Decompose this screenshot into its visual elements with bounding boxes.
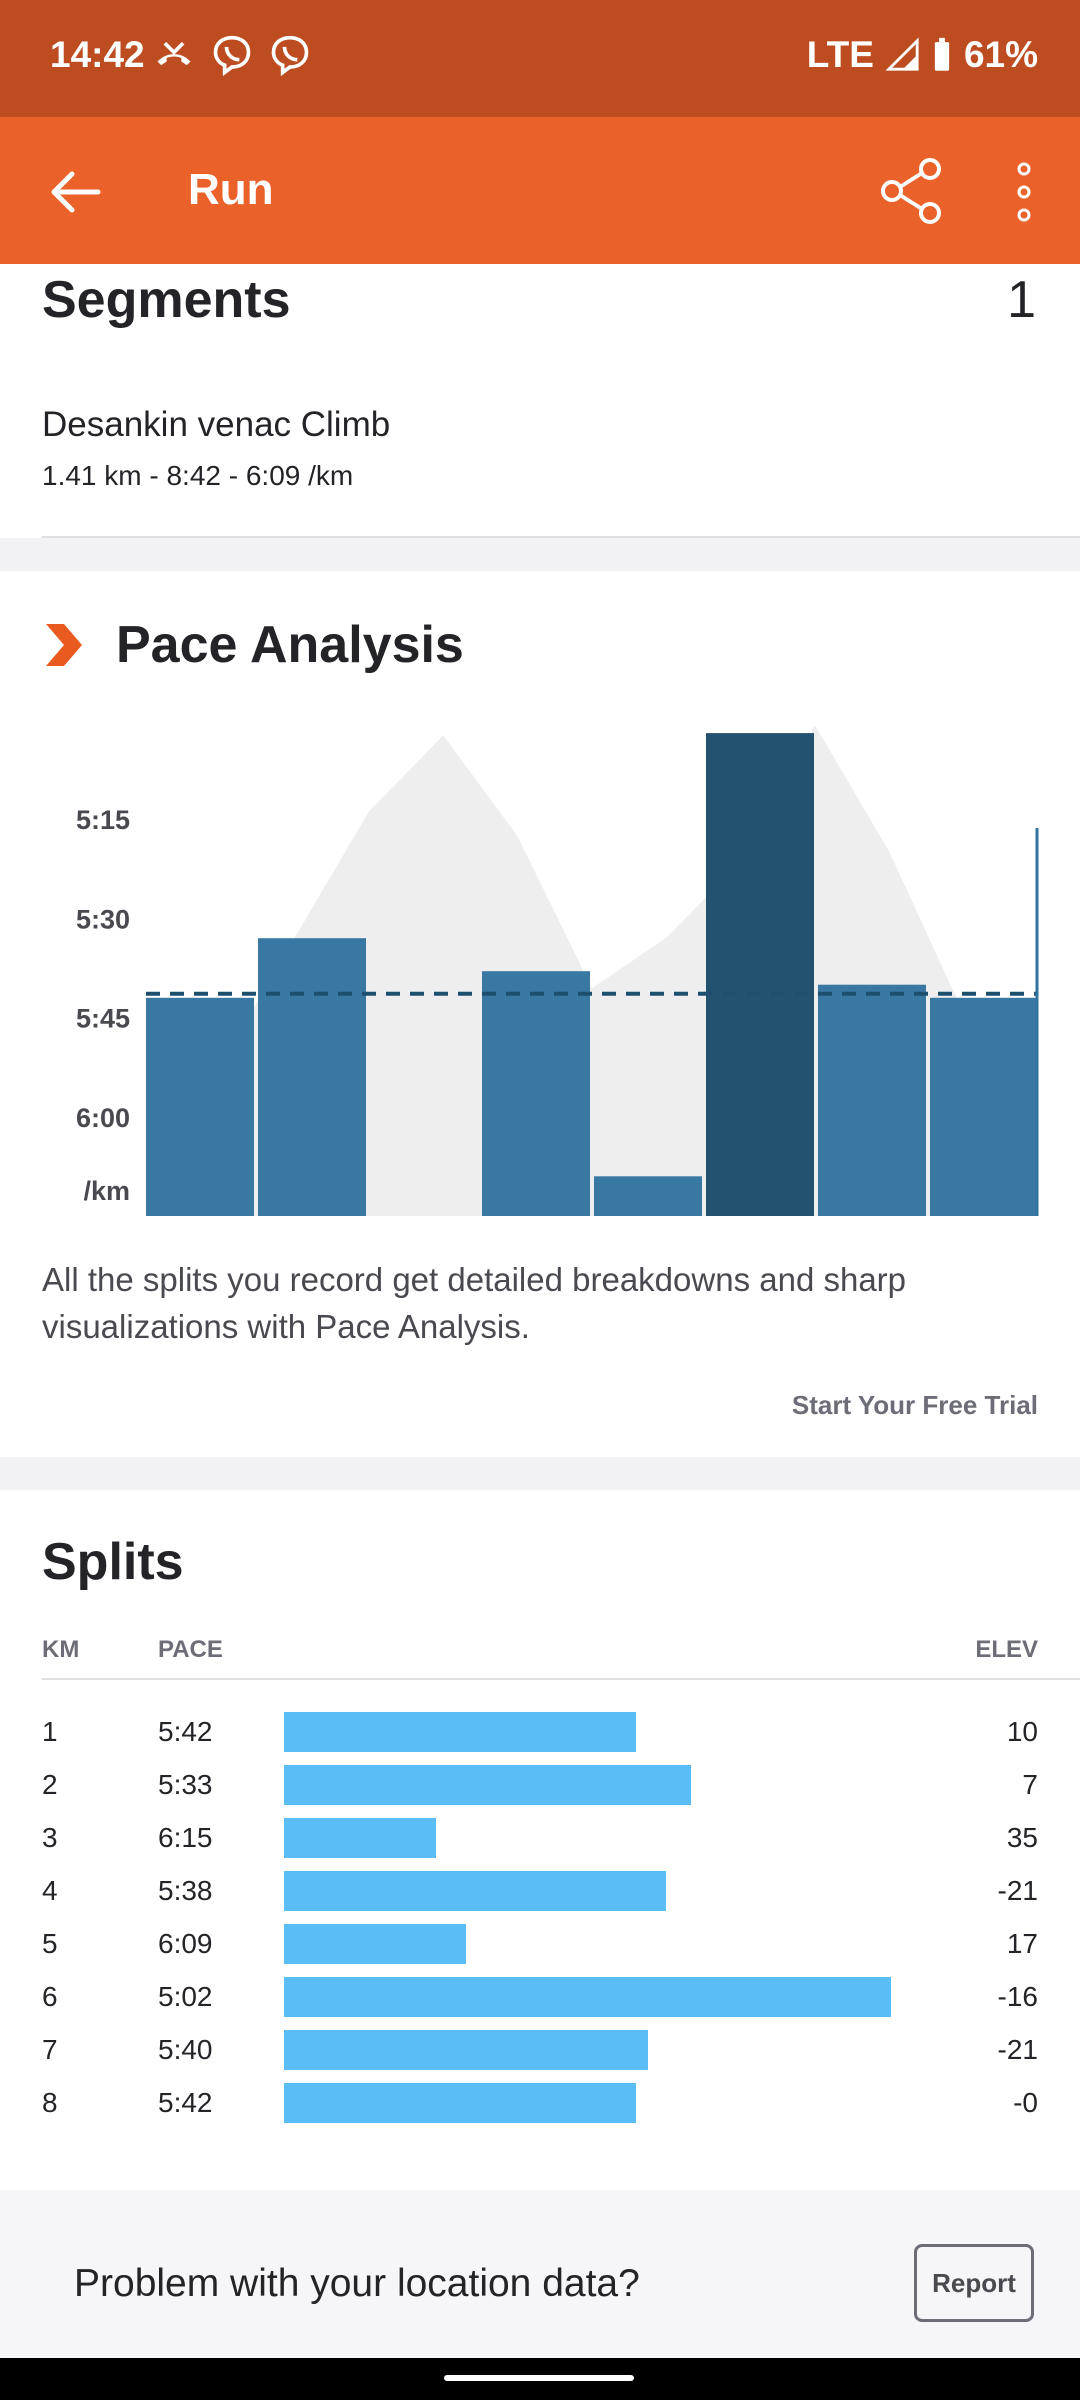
summit-chevron-icon [46, 624, 82, 666]
pace-bar [482, 971, 590, 1216]
split-pace: 5:38 [158, 1875, 213, 1906]
pace-bar [594, 1176, 702, 1216]
split-km: 7 [42, 2034, 58, 2065]
status-bar: 14:42 LTE 61% [0, 0, 1080, 117]
split-elev: 35 [1006, 1822, 1038, 1853]
y-tick-label: 5:15 [76, 805, 130, 835]
more-options-icon[interactable] [1002, 159, 1046, 225]
split-elev: 10 [1006, 1716, 1038, 1747]
split-pace: 5:40 [158, 2034, 213, 2065]
viber-icon [271, 35, 309, 77]
pace-bar [818, 984, 926, 1216]
pace-analysis-chart: 5:15 5:30 5:45 6:00/km [76, 725, 1039, 1216]
split-km: 3 [42, 1822, 58, 1853]
split-pace-bar [284, 1765, 691, 1805]
y-tick-label: 5:45 [76, 1004, 130, 1034]
split-pace: 5:33 [158, 1769, 213, 1800]
split-row: 5 6:09 17 [0, 1924, 1080, 1968]
pace-bar [258, 938, 366, 1216]
share-icon[interactable] [880, 157, 944, 225]
split-pace-bar [284, 2030, 648, 2070]
split-pace-bar [284, 1871, 666, 1911]
network-label: LTE [806, 34, 874, 75]
pace-analysis-title: Pace Analysis [116, 616, 464, 674]
segments-title: Segments [42, 271, 291, 329]
split-row: 7 5:40 -21 [0, 2030, 1080, 2074]
missed-call-icon [157, 41, 191, 66]
report-button[interactable]: Report [914, 2244, 1034, 2322]
split-km: 1 [42, 1716, 58, 1747]
splits-section [0, 1490, 1080, 2190]
location-problem-footer: Problem with your location data? Report [0, 2190, 1080, 2358]
pace-bar [930, 997, 1038, 1216]
split-pace-bar [284, 1924, 466, 1964]
split-elev: -21 [997, 2034, 1038, 2065]
split-pace: 5:42 [158, 1716, 213, 1747]
split-row: 3 6:15 35 [0, 1818, 1080, 1862]
split-km: 2 [42, 1769, 58, 1800]
split-row: 1 5:42 10 [0, 1712, 1080, 1756]
split-row: 4 5:38 -21 [0, 1871, 1080, 1915]
pace-bar [706, 733, 814, 1216]
splits-title: Splits [42, 1533, 184, 1591]
notification-icons [152, 34, 312, 78]
segments-count: 1 [1007, 271, 1036, 329]
split-row: 8 5:42 -0 [0, 2083, 1080, 2127]
system-nav-bar [0, 2358, 1080, 2400]
split-elev: 7 [1022, 1769, 1038, 1800]
split-pace: 6:15 [158, 1822, 213, 1853]
elev-column-header: ELEV [975, 1636, 1038, 1663]
split-elev: -0 [1013, 2087, 1038, 2118]
split-pace-bar [284, 1712, 636, 1752]
battery-level: 61% [963, 34, 1038, 75]
divider [42, 536, 1080, 538]
split-pace: 6:09 [158, 1928, 213, 1959]
split-row: 2 5:33 7 [0, 1765, 1080, 1809]
section-gap [0, 1457, 1080, 1490]
viber-icon [213, 35, 251, 77]
split-pace-bar [284, 1818, 436, 1858]
y-tick-label: 6:00 [76, 1103, 130, 1133]
km-column-header: KM [42, 1636, 80, 1663]
split-km: 6 [42, 1981, 58, 2012]
section-gap [0, 538, 1080, 571]
signal-icon [885, 37, 919, 71]
app-bar: Run [0, 117, 1080, 264]
free-trial-link[interactable]: Start Your Free Trial [791, 1390, 1038, 1420]
back-button[interactable] [40, 162, 110, 222]
status-right: LTE 61% [807, 34, 1038, 76]
segment-detail: 1.41 km - 8:42 - 6:09 /km [42, 460, 354, 491]
pace-bar [146, 997, 254, 1216]
split-pace-bar [284, 1977, 891, 2017]
location-problem-text: Problem with your location data? [74, 2262, 640, 2305]
split-km: 4 [42, 1875, 58, 1906]
split-km: 5 [42, 1928, 58, 1959]
split-row: 6 5:02 -16 [0, 1977, 1080, 2021]
segment-name: Desankin venac Climb [42, 405, 391, 444]
pace-analysis-description: All the splits you record get detailed b… [42, 1261, 907, 1345]
elevation-profile [146, 725, 1038, 1216]
y-tick-label: 5:30 [76, 904, 130, 934]
split-pace-bar [284, 2083, 636, 2123]
split-elev: 17 [1006, 1928, 1038, 1959]
home-handle[interactable] [444, 2375, 634, 2381]
status-time: 14:42 [50, 34, 145, 75]
segments-section [0, 264, 1080, 538]
split-pace: 5:42 [158, 2087, 213, 2118]
split-pace: 5:02 [158, 1981, 213, 2012]
split-elev: -16 [997, 1981, 1038, 2012]
split-elev: -21 [997, 1875, 1038, 1906]
battery-icon [934, 37, 950, 71]
divider [42, 1678, 1080, 1680]
split-km: 8 [42, 2087, 58, 2118]
pace-column-header: PACE [158, 1636, 223, 1663]
y-axis-label: /km [83, 1176, 130, 1206]
page-title: Run [188, 165, 274, 214]
